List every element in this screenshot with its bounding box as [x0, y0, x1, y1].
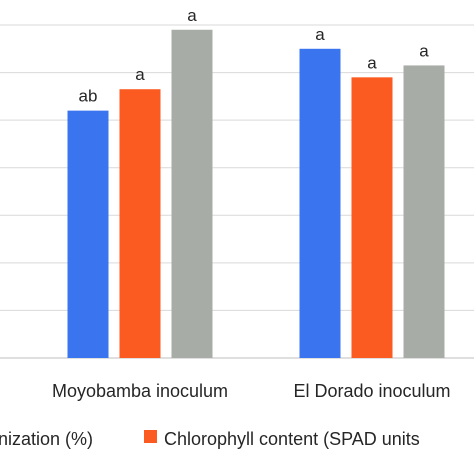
legend: nization (%) Chlorophyll content (SPAD u…: [0, 429, 420, 449]
data-label: a: [135, 65, 145, 84]
legend-swatch-series-2: [144, 430, 157, 443]
legend-label-series-1: nization (%): [0, 429, 93, 449]
category-labels: Moyobamba inoculum El Dorado inoculum: [52, 381, 451, 401]
data-label: a: [315, 25, 325, 44]
bar-series-1-moyobamba: [67, 110, 109, 358]
bar-series-2-moyobamba: [119, 89, 161, 358]
data-label: a: [187, 6, 197, 25]
legend-label-series-2: Chlorophyll content (SPAD units: [164, 429, 420, 449]
category-label: Moyobamba inoculum: [52, 381, 228, 401]
data-labels: ab a a a a a: [79, 6, 430, 106]
bar-series-3-moyobamba: [171, 29, 213, 359]
bar-series-1-el-dorado: [299, 48, 341, 359]
bar-series-2-el-dorado: [351, 77, 393, 358]
data-label: a: [367, 53, 377, 72]
bar-series-3-el-dorado: [403, 65, 445, 358]
bars: [67, 29, 445, 359]
data-label: ab: [79, 87, 98, 106]
category-label: El Dorado inoculum: [293, 381, 450, 401]
data-label: a: [419, 41, 429, 60]
